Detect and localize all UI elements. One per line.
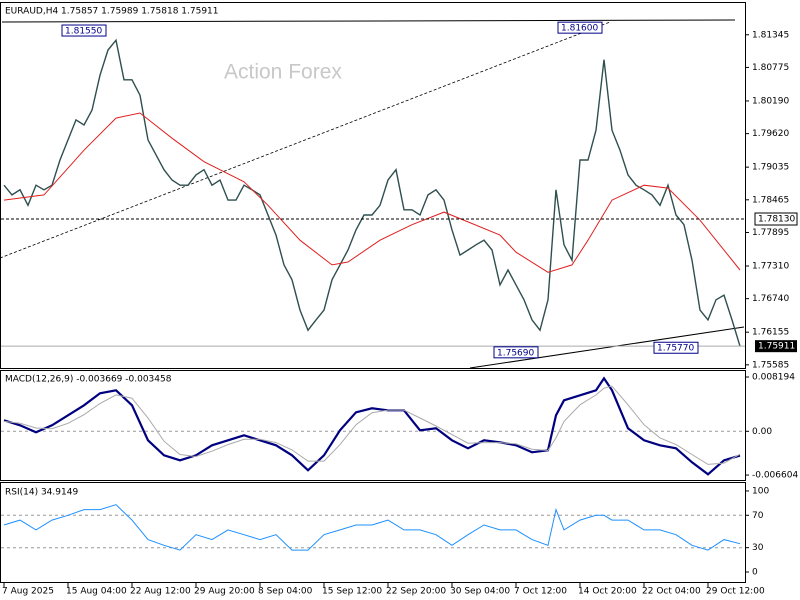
price-label-box <box>61 24 107 37</box>
x-tick-label: 15 Aug 04:00 <box>66 587 127 597</box>
y-tick-label: 1.80190 <box>752 96 789 106</box>
y-tick-label: 0.00 <box>752 427 772 437</box>
y-tick-label: 1.75585 <box>752 360 789 370</box>
x-tick-label: 29 Aug 20:00 <box>194 587 255 597</box>
current-box <box>755 340 797 353</box>
y-tick-label: 1.80775 <box>752 63 789 73</box>
y-tick-label: 1.79035 <box>752 163 789 173</box>
x-tick-label: 14 Oct 20:00 <box>578 587 637 597</box>
series-line <box>3 385 741 465</box>
panel-title: MACD(12,26,9) -0.003669 -0.003458 <box>5 375 172 385</box>
x-tick-label: 7 Oct 12:00 <box>514 587 567 597</box>
y-tick-label: 0.008194 <box>752 373 795 383</box>
y-tick-label: 1.81345 <box>752 30 789 40</box>
x-tick-label: 29 Oct 12:00 <box>706 587 765 597</box>
x-tick-label: 22 Oct 04:00 <box>642 587 701 597</box>
y-tick-label: 1.76155 <box>752 328 789 338</box>
price-label: 1.81550 <box>65 27 102 37</box>
y-tick-label: 1.77895 <box>752 228 789 238</box>
x-tick-label: 8 Sep 04:00 <box>258 587 313 597</box>
price-label: 1.75690 <box>497 348 534 358</box>
support-line <box>469 326 745 369</box>
y-tick-label: 1.78465 <box>752 195 789 205</box>
y-tick-label: -0.006604 <box>752 471 798 481</box>
y-tick-label: 100 <box>752 486 769 496</box>
level-box <box>754 212 798 226</box>
y-tick-label: 1.79620 <box>752 129 789 139</box>
x-tick-label: 15 Sep 12:00 <box>322 587 382 597</box>
watermark: Action Forex <box>224 61 342 84</box>
series-line <box>3 112 741 273</box>
price-label-box <box>557 21 603 34</box>
x-tick-label: 7 Aug 2025 <box>2 587 54 597</box>
x-tick-label: 22 Sep 20:00 <box>386 587 446 597</box>
y-tick-label: 70 <box>752 511 764 521</box>
y-tick-label: 1.77310 <box>752 261 789 271</box>
y-tick-label: 1.76740 <box>752 294 789 304</box>
series-line <box>3 38 741 347</box>
resistance-line <box>1 19 736 23</box>
channel-line <box>0 21 611 259</box>
x-tick-label: 22 Aug 12:00 <box>130 587 191 597</box>
panel-title: EURAUD,H4 1.75857 1.75989 1.75818 1.7591… <box>5 7 219 17</box>
macd-panel <box>0 370 746 481</box>
price-label-box <box>653 341 699 354</box>
x-tick-label: 30 Sep 04:00 <box>450 587 510 597</box>
panel-title: RSI(14) 34.9149 <box>5 488 78 498</box>
y-tick-label: 0 <box>752 568 758 578</box>
series-line <box>3 504 741 551</box>
price-label: 1.81600 <box>561 24 598 34</box>
price-label-box <box>493 346 539 359</box>
current-label: 1.75911 <box>758 342 795 352</box>
rsi-panel <box>0 482 746 583</box>
price-label: 1.75770 <box>657 344 694 354</box>
price-panel <box>0 2 746 369</box>
y-tick-label: 30 <box>752 543 764 553</box>
level-label: 1.78130 <box>758 215 795 225</box>
